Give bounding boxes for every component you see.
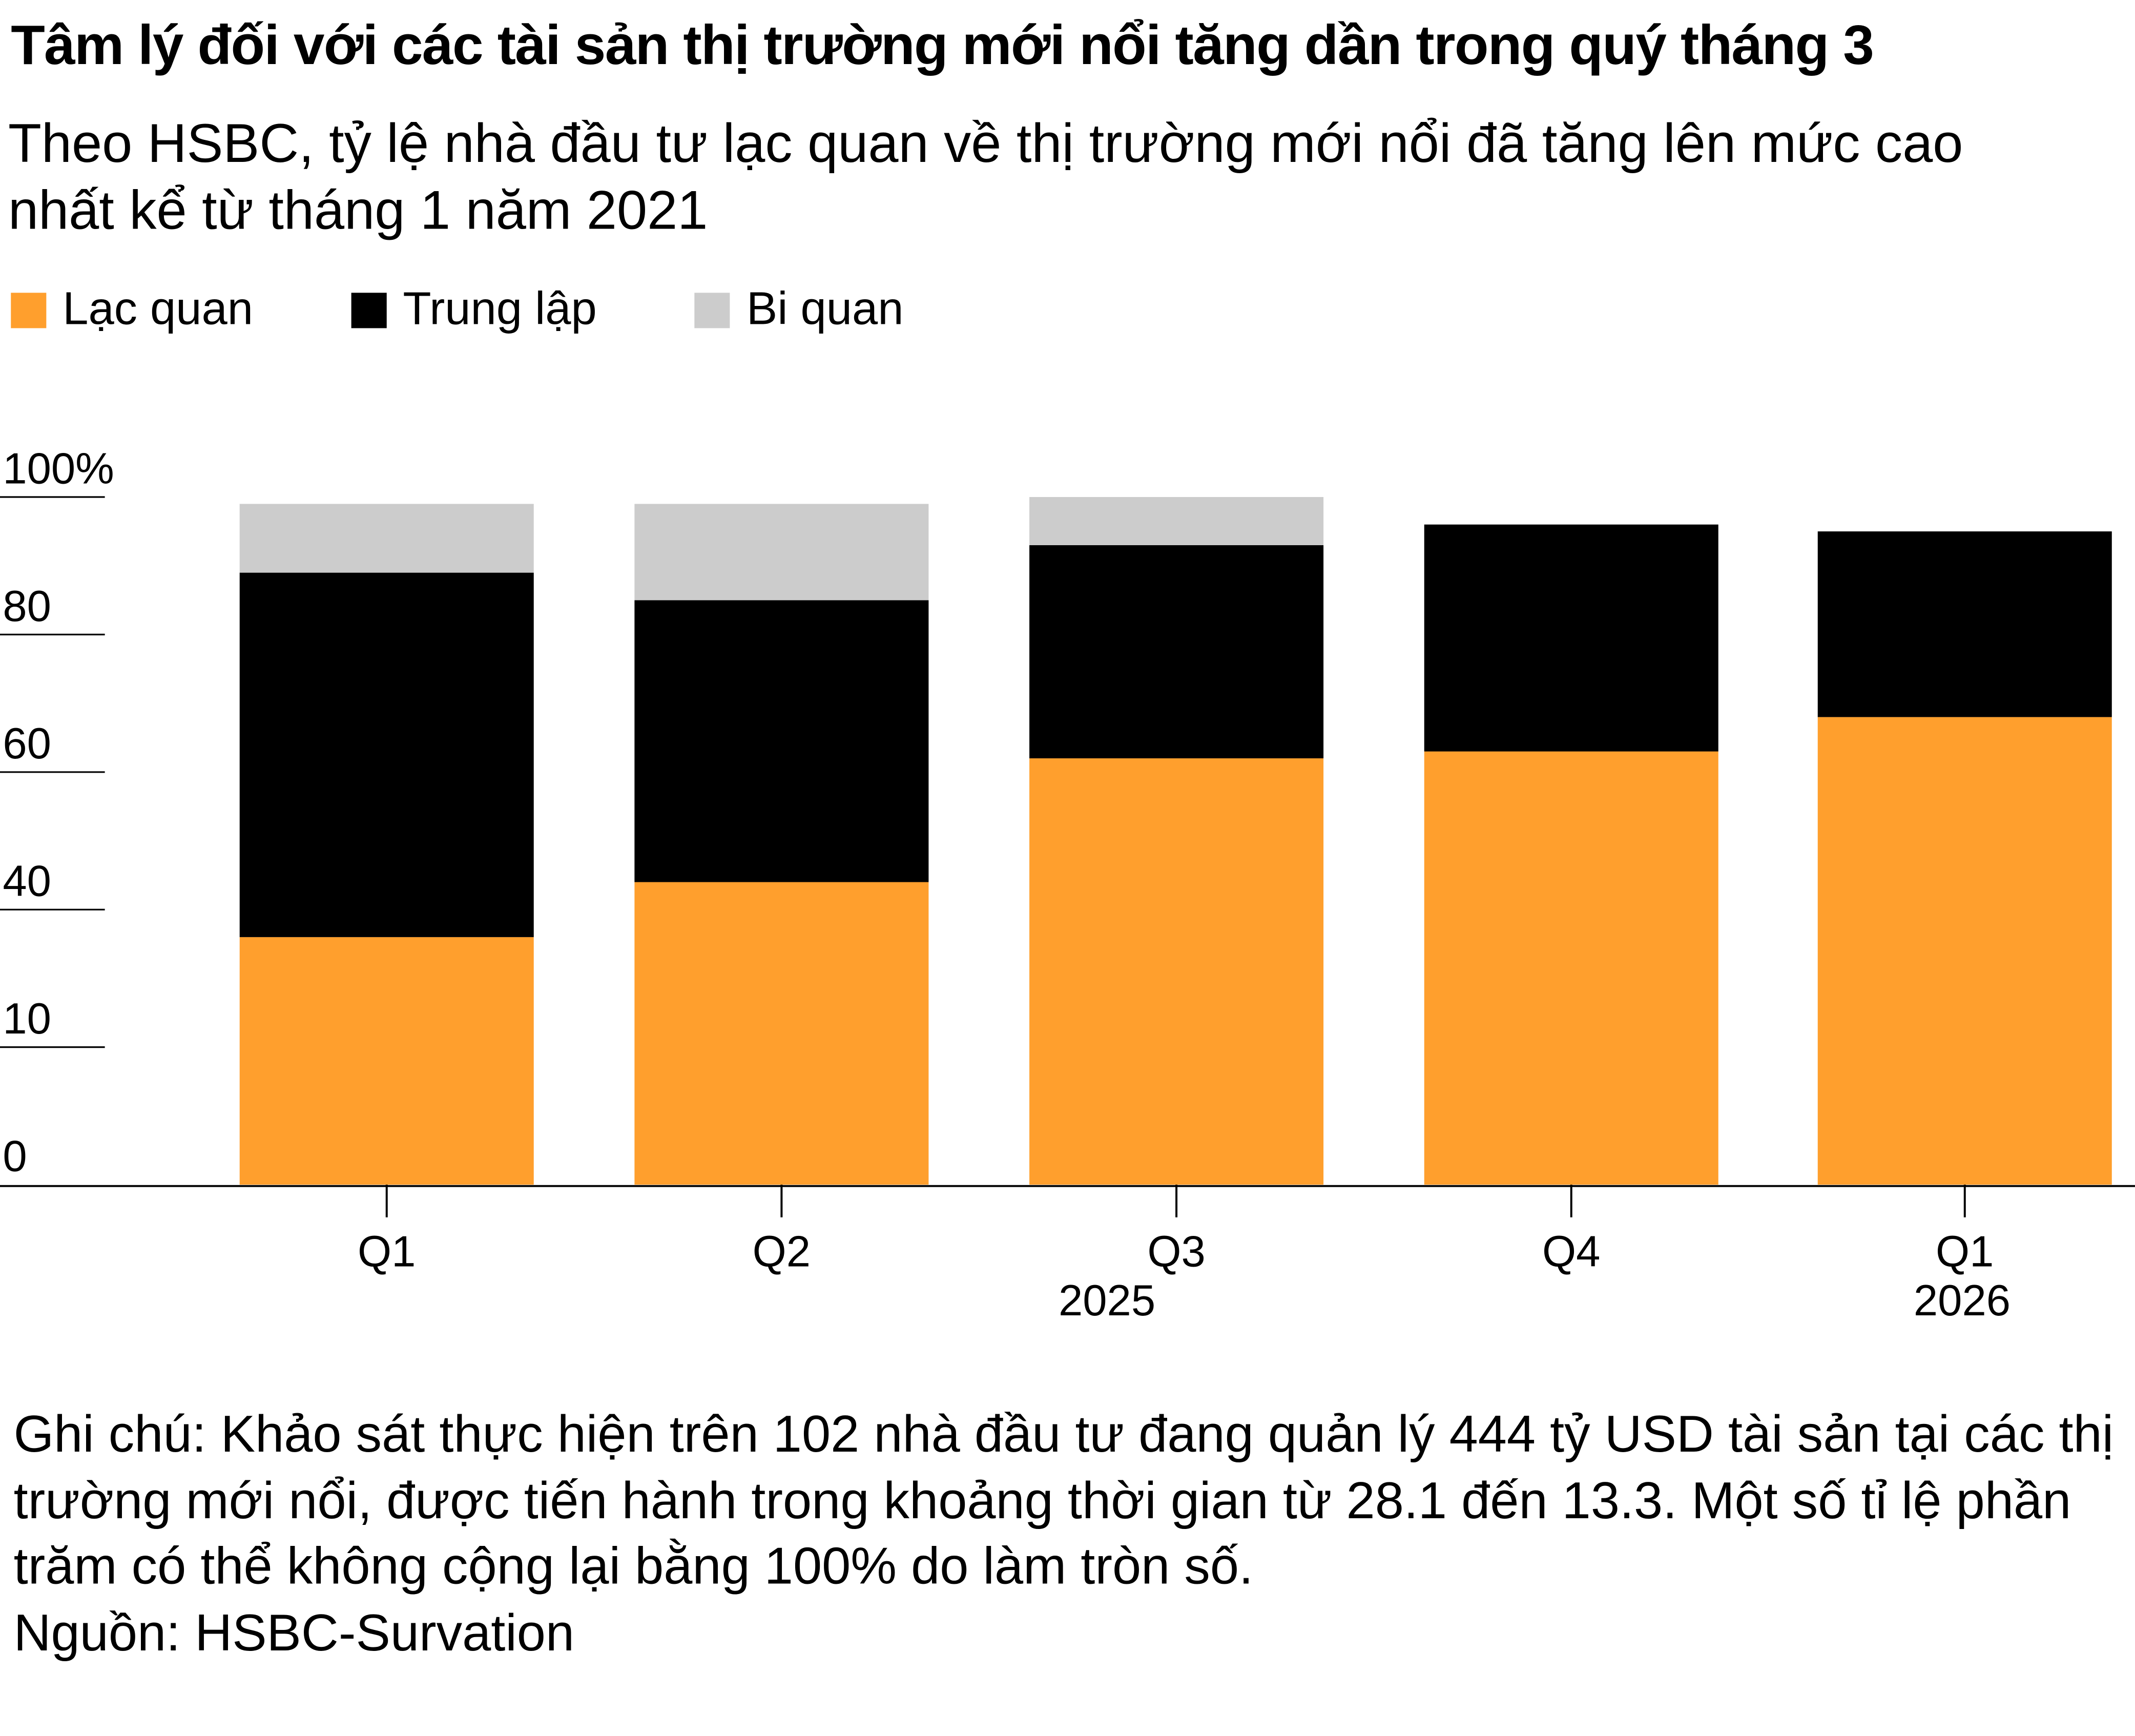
bar-segment-optimistic [1817,717,2112,1185]
bar-segment-neutral [239,572,534,937]
legend: Lạc quan Trung lập Bi quan [11,283,904,337]
legend-swatch-neutral [351,292,387,328]
bar-segment-neutral [1424,524,1718,752]
x-year-label: 2025 [1059,1276,1155,1325]
bar-segment-optimistic [1424,751,1718,1185]
bar-segment-pessimistic [239,504,534,573]
legend-label: Lạc quan [63,283,254,335]
bar-segment-neutral [634,600,929,882]
legend-label: Bi quan [747,283,904,335]
legend-swatch-optimistic [11,292,47,328]
y-tick-label: 100% [3,444,114,493]
bar-segment-optimistic [239,937,534,1185]
bar-segment-optimistic [1029,758,1324,1185]
legend-item-pessimistic: Bi quan [695,283,904,337]
bar-segment-neutral [1817,531,2112,717]
plot-area: 100% 80 60 40 10 0 Q1 Q2 Q3 Q4 Q1 2025 2026 [0,444,2135,1325]
x-year-label: 2026 [1914,1276,2010,1325]
y-tick-label: 0 [3,1132,27,1181]
legend-item-neutral: Trung lập [351,283,597,337]
x-tick-label: Q4 [1542,1227,1600,1276]
source-text: Nguồn: HSBC-Survation [13,1604,575,1662]
bar-segment-pessimistic [634,504,929,601]
chart-footnote: Ghi chú: Khảo sát thực hiện trên 102 nhà… [14,1402,2124,1667]
note-text: Ghi chú: Khảo sát thực hiện trên 102 nhà… [13,1407,2114,1596]
y-tick-label: 10 [3,995,51,1043]
x-tick-label: Q1 [358,1227,416,1276]
y-tick-label: 40 [3,857,51,906]
bar-segment-pessimistic [1029,497,1324,545]
y-tick-label: 60 [3,719,51,768]
bar-segment-neutral [1029,545,1324,758]
chart-subtitle: Theo HSBC, tỷ lệ nhà đầu tư lạc quan về … [8,114,1963,241]
chart-title: Tâm lý đối với các tài sản thị trường mớ… [11,13,1874,76]
y-tick-label: 80 [3,582,51,631]
bar-segment-optimistic [634,882,929,1185]
x-tick-label: Q1 [1936,1227,1994,1276]
legend-swatch-pessimistic [695,292,731,328]
legend-label: Trung lập [403,283,597,335]
x-tick-label: Q2 [753,1227,811,1276]
x-tick-label: Q3 [1147,1227,1205,1276]
legend-item-optimistic: Lạc quan [11,283,253,337]
